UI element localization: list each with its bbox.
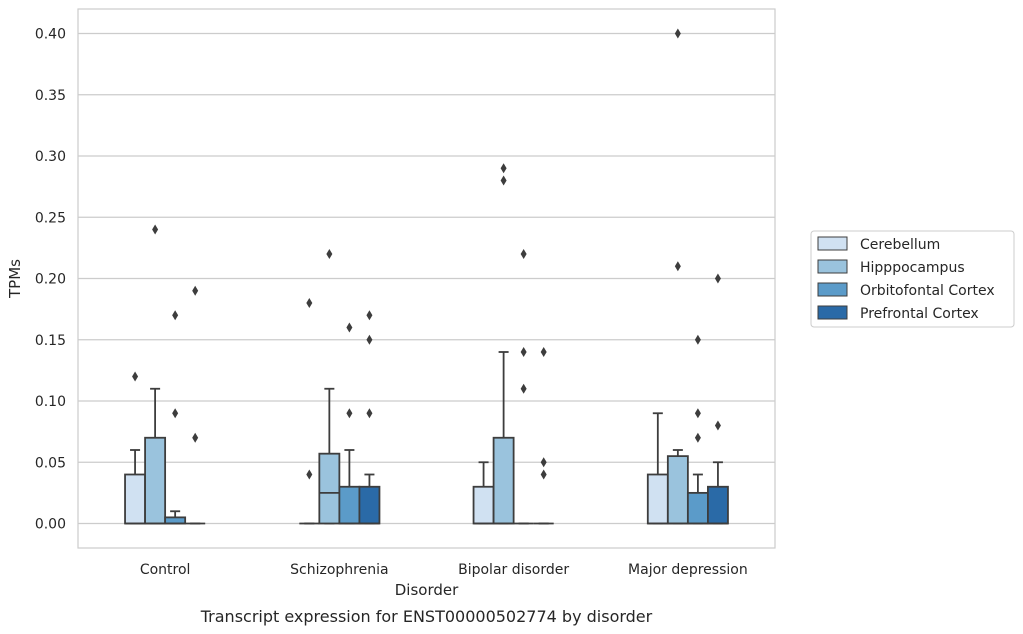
y-tick-label: 0.00 bbox=[35, 517, 66, 533]
x-tick-labels: Control Schizophrenia Bipolar disorder Majo… bbox=[140, 562, 748, 578]
outlier-point bbox=[694, 432, 701, 443]
y-tick-label: 0.30 bbox=[35, 149, 66, 165]
y-tick-label: 0.25 bbox=[35, 210, 66, 226]
outlier-point bbox=[694, 334, 701, 345]
box bbox=[124, 473, 146, 525]
box bbox=[666, 455, 689, 525]
box-group bbox=[707, 273, 729, 525]
box-group bbox=[164, 310, 187, 525]
outlier-point bbox=[366, 334, 373, 345]
y-tick-label: 0.40 bbox=[35, 27, 66, 43]
y-tick-label: 0.10 bbox=[35, 394, 66, 410]
legend-swatch bbox=[817, 259, 848, 274]
outlier-point bbox=[306, 298, 313, 308]
box-group bbox=[124, 371, 146, 525]
box-group bbox=[299, 298, 320, 525]
outlier-point bbox=[540, 469, 547, 480]
outlier-point bbox=[674, 261, 681, 272]
outlier-point bbox=[540, 347, 547, 357]
box-group bbox=[144, 224, 167, 525]
legend-frame bbox=[810, 230, 1015, 328]
outlier-point bbox=[714, 420, 721, 431]
x-axis-label: Disorder bbox=[395, 581, 459, 599]
plot-area-frame bbox=[77, 8, 776, 549]
x-tick-label: Control bbox=[140, 562, 191, 578]
y-tick-label: 0.15 bbox=[35, 333, 66, 349]
y-tick-labels: 0.00 0.05 0.10 0.15 0.20 0.25 0.30 0.35 0.40 bbox=[35, 27, 66, 533]
outlier-point bbox=[500, 175, 507, 186]
outlier-point bbox=[346, 322, 353, 333]
box bbox=[646, 473, 669, 525]
outlier-point bbox=[192, 285, 199, 296]
y-tick-label: 0.05 bbox=[35, 455, 66, 471]
outlier-point bbox=[520, 347, 527, 357]
x-tick-label: Bipolar disorder bbox=[458, 562, 569, 578]
outlier-point bbox=[152, 224, 159, 235]
outlier-point bbox=[346, 408, 353, 419]
box bbox=[492, 436, 515, 525]
gridlines bbox=[78, 32, 775, 525]
outlier-point bbox=[326, 249, 333, 259]
outlier-point bbox=[366, 310, 373, 321]
box-group bbox=[338, 322, 361, 525]
box bbox=[318, 452, 341, 525]
legend: Cerebellum Hipppocampus Orbitofontal Corte… bbox=[810, 230, 1015, 328]
box-group bbox=[533, 347, 554, 525]
legend-swatch bbox=[817, 236, 848, 251]
box bbox=[707, 485, 729, 525]
legend-swatch bbox=[817, 282, 848, 297]
box bbox=[686, 491, 709, 525]
outlier-point bbox=[172, 408, 179, 419]
x-tick-label: Major depression bbox=[628, 562, 748, 578]
y-tick-label: 0.20 bbox=[35, 272, 66, 288]
legend-label: Cerebellum bbox=[860, 237, 940, 253]
box-group bbox=[646, 412, 669, 525]
box bbox=[338, 485, 361, 525]
legend-label: Orbitofontal Cortex bbox=[860, 283, 995, 299]
box-group bbox=[318, 249, 341, 525]
box bbox=[358, 485, 381, 525]
box bbox=[472, 485, 495, 525]
box bbox=[164, 516, 187, 525]
box-group bbox=[358, 310, 381, 525]
box bbox=[144, 436, 167, 525]
legend-label: Prefrontal Cortex bbox=[860, 306, 979, 322]
outlier-point bbox=[674, 28, 681, 39]
outlier-point bbox=[540, 457, 547, 468]
box-group bbox=[513, 249, 534, 525]
y-tick-label: 0.35 bbox=[35, 88, 66, 104]
x-tick-label: Schizophrenia bbox=[290, 562, 388, 578]
box-group bbox=[185, 285, 206, 525]
box-group bbox=[666, 28, 689, 525]
outlier-point bbox=[520, 249, 527, 259]
legend-swatch bbox=[817, 305, 848, 320]
box-group bbox=[472, 461, 495, 525]
outlier-point bbox=[500, 163, 507, 174]
box-group bbox=[492, 163, 515, 525]
legend-label: Hipppocampus bbox=[860, 260, 965, 276]
outlier-point bbox=[132, 371, 139, 382]
outlier-point bbox=[694, 408, 701, 419]
outlier-point bbox=[172, 310, 179, 321]
outlier-point bbox=[192, 432, 199, 443]
y-axis-label: TPMs bbox=[6, 259, 24, 299]
box-series-group bbox=[124, 28, 729, 525]
chart-caption: Transcript expression for ENST0000050277… bbox=[200, 607, 653, 626]
box-group bbox=[686, 334, 709, 525]
outlier-point bbox=[714, 273, 721, 284]
outlier-point bbox=[520, 383, 527, 394]
outlier-point bbox=[306, 469, 313, 480]
outlier-point bbox=[366, 408, 373, 419]
